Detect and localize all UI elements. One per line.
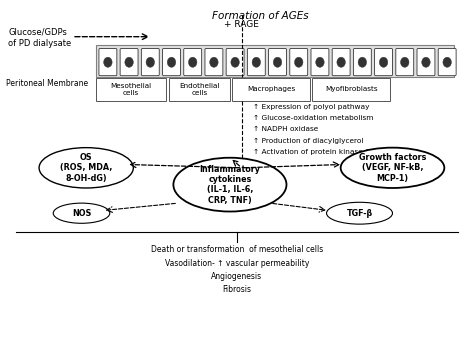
Ellipse shape xyxy=(39,148,133,188)
Text: Glucose/GDPs: Glucose/GDPs xyxy=(9,27,67,36)
Ellipse shape xyxy=(316,57,324,67)
Ellipse shape xyxy=(294,57,303,67)
Ellipse shape xyxy=(341,148,444,188)
Text: ↑ Glucose-oxidation metabolism: ↑ Glucose-oxidation metabolism xyxy=(254,115,374,121)
Text: ↑ NADPH oxidase: ↑ NADPH oxidase xyxy=(254,126,319,133)
Text: Mesothelial
cells: Mesothelial cells xyxy=(110,83,152,96)
Text: Peritoneal Membrane: Peritoneal Membrane xyxy=(6,79,88,88)
Text: OS
(ROS, MDA,
8-OH-dG): OS (ROS, MDA, 8-OH-dG) xyxy=(60,153,112,183)
Text: Death or transformation  of mesothelial cells: Death or transformation of mesothelial c… xyxy=(151,245,323,254)
Text: Fibrosis: Fibrosis xyxy=(222,285,252,295)
FancyBboxPatch shape xyxy=(169,78,230,101)
FancyBboxPatch shape xyxy=(99,48,117,76)
FancyBboxPatch shape xyxy=(374,48,392,76)
Text: Vasodilation- ↑ vascular permeability: Vasodilation- ↑ vascular permeability xyxy=(165,259,309,267)
Ellipse shape xyxy=(273,57,282,67)
Ellipse shape xyxy=(167,57,176,67)
FancyBboxPatch shape xyxy=(312,78,390,101)
FancyBboxPatch shape xyxy=(96,45,454,77)
Ellipse shape xyxy=(252,57,261,67)
Text: ↑ Activation of protein kinase C: ↑ Activation of protein kinase C xyxy=(254,148,371,155)
FancyBboxPatch shape xyxy=(438,48,456,76)
FancyBboxPatch shape xyxy=(96,78,166,101)
Text: Angiogenesis: Angiogenesis xyxy=(211,272,263,281)
Ellipse shape xyxy=(53,203,110,223)
Text: Formation of AGEs: Formation of AGEs xyxy=(212,12,309,21)
Text: + RAGE: + RAGE xyxy=(224,20,259,29)
Ellipse shape xyxy=(104,57,112,67)
FancyBboxPatch shape xyxy=(205,48,223,76)
FancyBboxPatch shape xyxy=(396,48,414,76)
Ellipse shape xyxy=(173,158,286,212)
FancyBboxPatch shape xyxy=(120,48,138,76)
Text: Endothelial
cells: Endothelial cells xyxy=(179,83,219,96)
Text: ↑ Expression of polyol pathway: ↑ Expression of polyol pathway xyxy=(254,104,370,111)
Ellipse shape xyxy=(231,57,239,67)
Text: NOS: NOS xyxy=(72,209,91,218)
FancyBboxPatch shape xyxy=(332,48,350,76)
Ellipse shape xyxy=(401,57,409,67)
FancyBboxPatch shape xyxy=(247,48,265,76)
Ellipse shape xyxy=(337,57,346,67)
Ellipse shape xyxy=(146,57,155,67)
Ellipse shape xyxy=(358,57,366,67)
FancyBboxPatch shape xyxy=(417,48,435,76)
FancyBboxPatch shape xyxy=(311,48,329,76)
Text: TGF-β: TGF-β xyxy=(346,209,373,218)
FancyBboxPatch shape xyxy=(269,48,286,76)
Text: ↑ Production of diacylglycerol: ↑ Production of diacylglycerol xyxy=(254,138,364,144)
FancyBboxPatch shape xyxy=(354,48,371,76)
Ellipse shape xyxy=(210,57,218,67)
Text: Growth factors
(VEGF, NF-kB,
MCP-1): Growth factors (VEGF, NF-kB, MCP-1) xyxy=(359,153,426,183)
FancyBboxPatch shape xyxy=(232,78,310,101)
Ellipse shape xyxy=(443,57,451,67)
Ellipse shape xyxy=(422,57,430,67)
FancyBboxPatch shape xyxy=(226,48,244,76)
Text: of PD dialysate: of PD dialysate xyxy=(9,39,72,48)
Text: Inflammatory
cytokines
(IL-1, IL-6,
CRP, TNF): Inflammatory cytokines (IL-1, IL-6, CRP,… xyxy=(200,164,260,205)
Text: Myofibroblasts: Myofibroblasts xyxy=(325,86,378,92)
FancyBboxPatch shape xyxy=(163,48,181,76)
Ellipse shape xyxy=(379,57,388,67)
Ellipse shape xyxy=(125,57,133,67)
Ellipse shape xyxy=(327,202,392,224)
Text: Macrophages: Macrophages xyxy=(247,86,295,92)
FancyBboxPatch shape xyxy=(184,48,201,76)
FancyBboxPatch shape xyxy=(290,48,308,76)
FancyBboxPatch shape xyxy=(141,48,159,76)
Ellipse shape xyxy=(189,57,197,67)
